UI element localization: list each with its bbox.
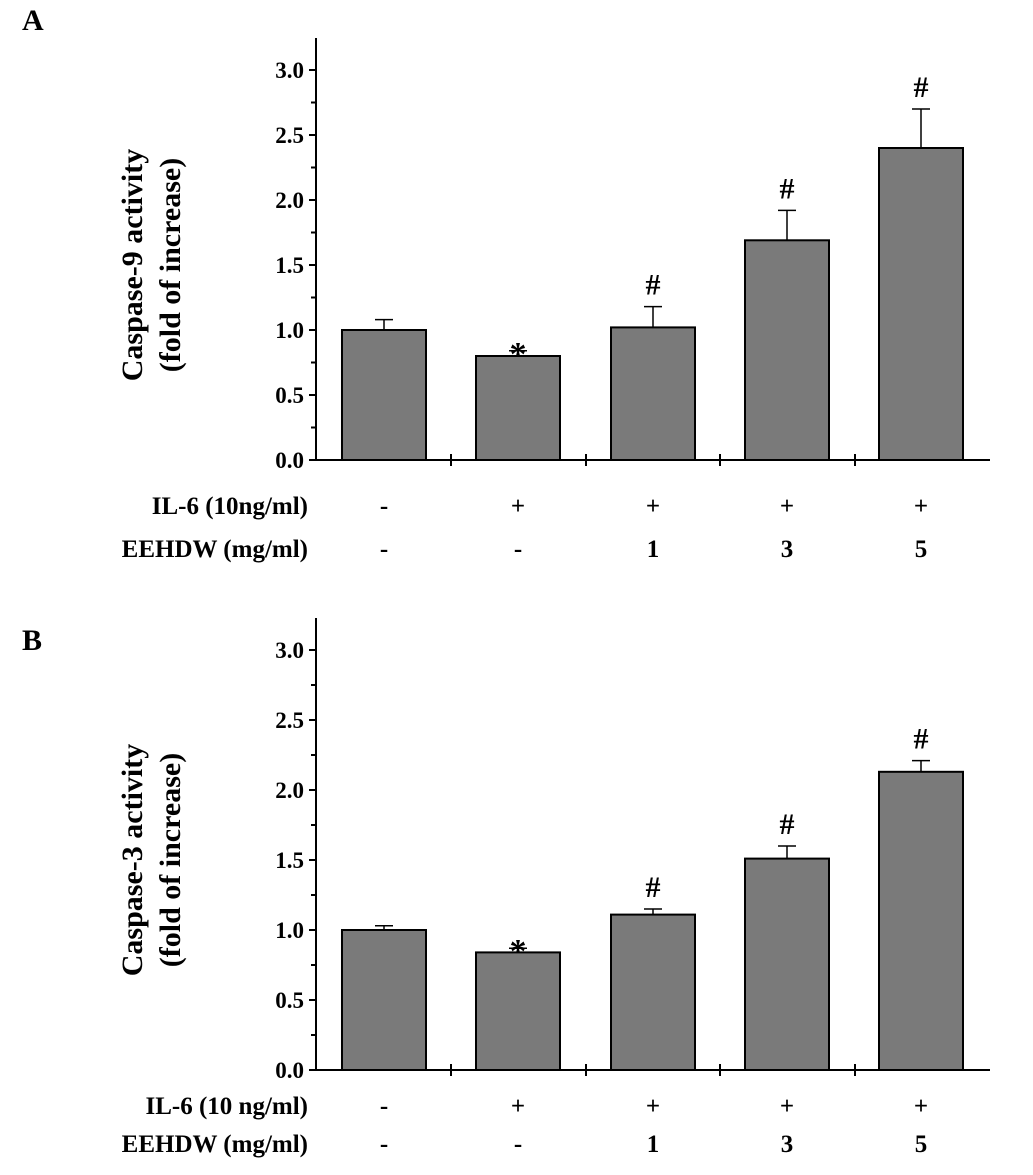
bar <box>878 770 964 1071</box>
condition-value: 5 <box>915 536 928 563</box>
bar <box>610 913 696 1071</box>
condition-row-label: IL-6 (10ng/ml) <box>152 493 308 520</box>
y-tick-label: 1.5 <box>275 848 304 873</box>
y-tick-label: 3.0 <box>275 638 304 663</box>
y-tick-label: 2.0 <box>275 188 304 213</box>
chart-panel-a: A Caspase-9 activity (fold of increase) 0.0… <box>22 4 990 563</box>
y-tick-label: 2.5 <box>275 123 304 148</box>
bar <box>341 929 427 1071</box>
condition-value: 3 <box>781 1131 794 1158</box>
significance-mark: * <box>510 933 527 970</box>
y-tick-label: 0.5 <box>275 988 304 1013</box>
significance-mark: # <box>914 723 929 756</box>
y-tick-label: 0.0 <box>275 1058 304 1083</box>
bar <box>475 951 561 1072</box>
condition-row-label: EEHDW (mg/ml) <box>122 536 308 563</box>
condition-value: + <box>646 493 660 520</box>
y-axis-label-line: (fold of increase) <box>154 753 187 967</box>
y-axis-label-line: Caspase-3 activity <box>116 744 149 976</box>
condition-value: 3 <box>781 536 794 563</box>
panel-label: A <box>22 4 44 37</box>
condition-value: + <box>780 1093 794 1120</box>
y-tick-label: 0.5 <box>275 383 304 408</box>
condition-value: + <box>511 1093 525 1120</box>
condition-value: - <box>380 1093 388 1120</box>
bar <box>475 355 561 461</box>
chart-panel-b: B Caspase-3 activity (fold of increase) 0.0… <box>22 618 990 1158</box>
bar <box>610 326 696 461</box>
y-tick-label: 2.0 <box>275 778 304 803</box>
y-tick-label: 3.0 <box>275 58 304 83</box>
condition-value: - <box>380 536 388 563</box>
significance-mark: # <box>914 71 929 104</box>
bar <box>341 329 427 461</box>
condition-value: + <box>914 493 928 520</box>
y-axis-label: Caspase-3 activity (fold of increase) <box>116 744 187 976</box>
condition-value: - <box>514 1131 522 1158</box>
bar <box>878 147 964 461</box>
condition-value: + <box>914 1093 928 1120</box>
y-tick-label: 1.0 <box>275 318 304 343</box>
significance-mark: # <box>780 808 795 841</box>
significance-mark: # <box>646 871 661 904</box>
condition-value: 1 <box>647 1131 660 1158</box>
y-tick-label: 1.5 <box>275 253 304 278</box>
condition-value: + <box>511 493 525 520</box>
condition-value: 1 <box>647 536 660 563</box>
y-tick-label: 2.5 <box>275 708 304 733</box>
y-axis-label-line: (fold of increase) <box>154 158 187 372</box>
condition-value: + <box>780 493 794 520</box>
condition-value: - <box>514 536 522 563</box>
condition-value: - <box>380 1131 388 1158</box>
condition-row-label: EEHDW (mg/ml) <box>122 1131 308 1158</box>
bar <box>744 857 830 1071</box>
significance-mark: * <box>510 336 527 373</box>
significance-mark: # <box>780 172 795 205</box>
y-axis-label: Caspase-9 activity (fold of increase) <box>116 149 187 381</box>
y-tick-label: 1.0 <box>275 918 304 943</box>
condition-value: + <box>646 1093 660 1120</box>
bar <box>744 239 830 461</box>
significance-mark: # <box>646 269 661 302</box>
condition-value: 5 <box>915 1131 928 1158</box>
panel-label: B <box>22 624 42 657</box>
condition-row-label: IL-6 (10 ng/ml) <box>146 1093 309 1120</box>
condition-value: - <box>380 493 388 520</box>
y-tick-label: 0.0 <box>275 448 304 473</box>
y-axis-label-line: Caspase-9 activity <box>116 149 149 381</box>
